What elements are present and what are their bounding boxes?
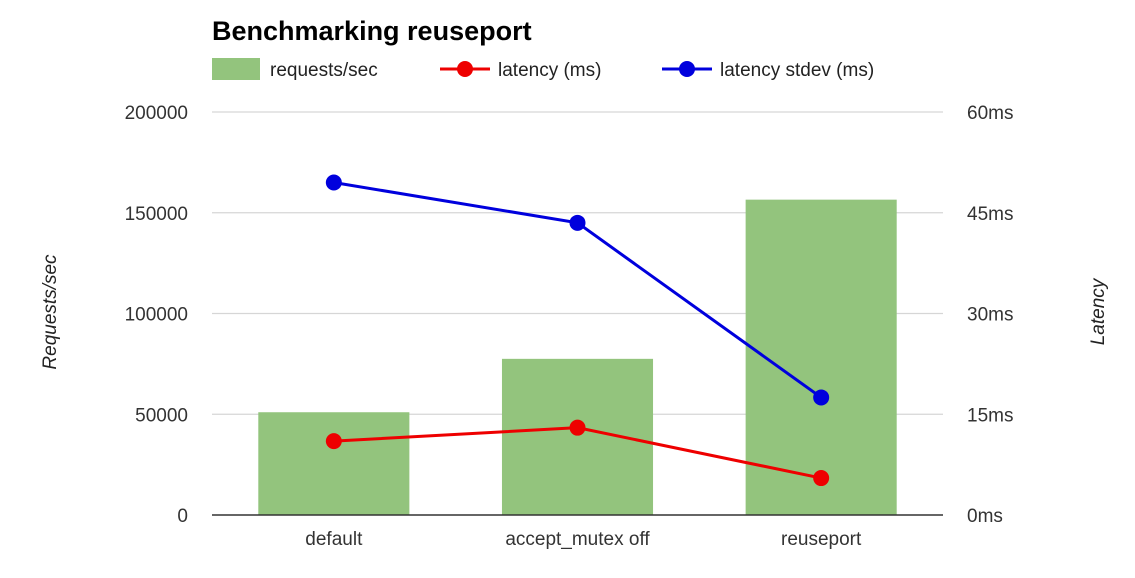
legend: requests/sec latency (ms) latency stdev … bbox=[212, 58, 874, 81]
series-point-1 bbox=[813, 389, 830, 406]
right-tick-label: 15ms bbox=[967, 405, 1013, 426]
bar bbox=[258, 412, 410, 515]
legend-item-requests: requests/sec bbox=[212, 58, 378, 81]
series-point-0 bbox=[569, 419, 586, 436]
legend-label-stdev: latency stdev (ms) bbox=[720, 60, 874, 81]
x-axis-ticks: default accept_mutex off reuseport bbox=[305, 529, 862, 550]
chart-title: Benchmarking reuseport bbox=[212, 16, 532, 46]
right-tick-label: 0ms bbox=[967, 506, 1003, 527]
left-tick-label: 50000 bbox=[135, 405, 188, 426]
bars bbox=[258, 199, 897, 515]
left-axis-ticks: 0 50000 100000 150000 200000 bbox=[125, 103, 188, 527]
legend-marker-latency bbox=[457, 61, 473, 77]
left-tick-label: 200000 bbox=[125, 103, 188, 124]
left-tick-label: 150000 bbox=[125, 204, 188, 225]
bar bbox=[745, 199, 897, 515]
legend-swatch-requests bbox=[212, 58, 260, 80]
left-axis-title: Requests/sec bbox=[40, 254, 61, 370]
legend-label-requests: requests/sec bbox=[270, 60, 378, 81]
right-axis-ticks: 0ms 15ms 30ms 45ms 60ms bbox=[967, 103, 1013, 527]
legend-item-stdev: latency stdev (ms) bbox=[662, 60, 874, 81]
x-tick-label: default bbox=[305, 529, 363, 550]
left-tick-label: 0 bbox=[177, 506, 188, 527]
legend-marker-stdev bbox=[679, 61, 695, 77]
x-tick-label: accept_mutex off bbox=[505, 529, 650, 550]
right-axis-title: Latency bbox=[1088, 277, 1109, 345]
legend-item-latency: latency (ms) bbox=[440, 60, 601, 81]
series-point-1 bbox=[325, 174, 342, 191]
series-point-0 bbox=[813, 470, 830, 487]
x-tick-label: reuseport bbox=[781, 529, 862, 550]
series-point-0 bbox=[325, 433, 342, 450]
series-point-1 bbox=[569, 214, 586, 231]
bar bbox=[501, 358, 654, 515]
legend-label-latency: latency (ms) bbox=[498, 60, 601, 81]
right-tick-label: 60ms bbox=[967, 103, 1013, 124]
right-tick-label: 30ms bbox=[967, 305, 1013, 326]
series-lines bbox=[325, 174, 830, 487]
left-tick-label: 100000 bbox=[125, 305, 188, 326]
right-tick-label: 45ms bbox=[967, 204, 1013, 225]
